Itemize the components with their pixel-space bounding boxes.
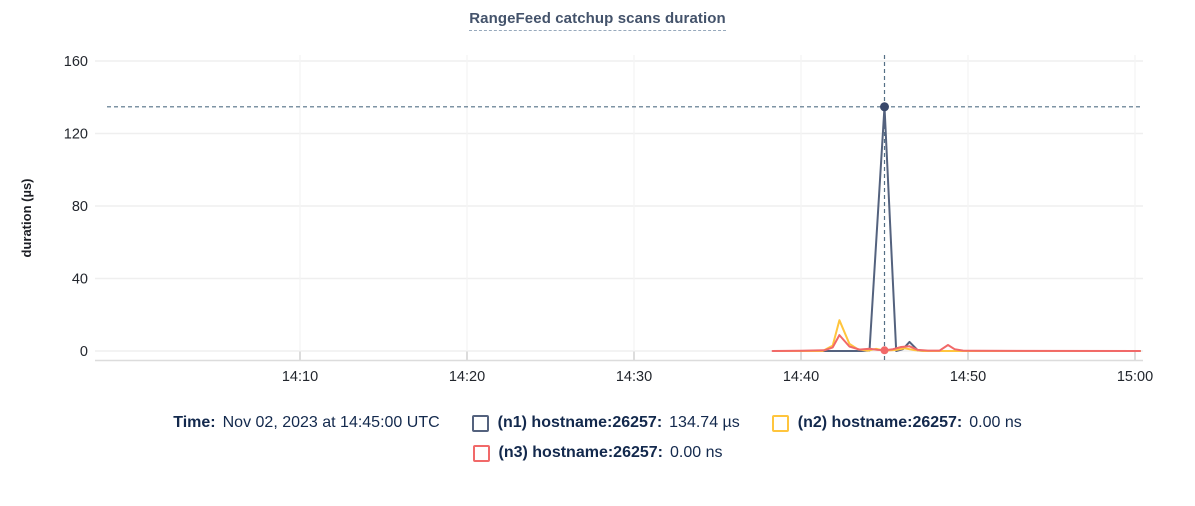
chart-title[interactable]: RangeFeed catchup scans duration — [469, 10, 726, 31]
hover-time: Time: Nov 02, 2023 at 14:45:00 UTC — [173, 414, 439, 432]
n1-series-swatch-icon — [471, 414, 489, 432]
y-tick-label: 120 — [64, 127, 88, 143]
n3-series-swatch-icon — [472, 444, 490, 462]
rangefeed-duration-chart[interactable]: 0 40 80 120 160 14:10 14:20 14:30 14:40 14:50 15:0… — [0, 0, 1195, 400]
time-value: Nov 02, 2023 at 14:45:00 UTC — [222, 414, 440, 431]
y-tick-label: 160 — [64, 54, 88, 70]
y-tick-label: 40 — [72, 272, 88, 288]
x-tick-label: 15:00 — [1117, 369, 1153, 385]
chart-title-row: RangeFeed catchup scans duration — [0, 10, 1195, 31]
legend-row-2: (n3) hostname:26257: 0.00 ns — [0, 444, 1195, 462]
legend-item-value: 0.00 ns — [969, 414, 1022, 431]
hover-dot-n1 — [880, 102, 889, 112]
x-tick-label: 14:50 — [950, 369, 986, 385]
x-tick-label: 14:10 — [282, 369, 318, 385]
hover-legend: Time: Nov 02, 2023 at 14:45:00 UTC (n1) … — [0, 414, 1195, 474]
legend-item-n2: (n2) hostname:26257: 0.00 ns — [771, 414, 1022, 432]
legend-row-1: Time: Nov 02, 2023 at 14:45:00 UTC (n1) … — [0, 414, 1195, 432]
n2-series-swatch-icon — [771, 414, 789, 432]
hover-dot-n3 — [880, 346, 889, 355]
legend-item-n3: (n3) hostname:26257: 0.00 ns — [472, 444, 723, 462]
legend-item-value: 134.74 µs — [669, 414, 740, 431]
time-label: Time: — [173, 414, 216, 431]
legend-item-name: (n2) hostname:26257: — [797, 414, 963, 431]
legend-item-n1: (n1) hostname:26257: 134.74 µs — [471, 414, 740, 432]
series-line-n1 — [773, 105, 1141, 352]
x-tick-label: 14:20 — [449, 369, 485, 385]
legend-item-name: (n1) hostname:26257: — [497, 414, 663, 431]
y-tick-label: 80 — [72, 199, 88, 215]
legend-item-name: (n3) hostname:26257: — [498, 444, 664, 461]
series-line-n2 — [773, 319, 1141, 352]
y-axis-label: duration (µs) — [19, 179, 34, 258]
legend-item-value: 0.00 ns — [670, 444, 723, 461]
x-tick-label: 14:40 — [783, 369, 819, 385]
series-line-n3 — [771, 334, 1141, 352]
x-tick-label: 14:30 — [616, 369, 652, 385]
y-tick-label: 0 — [80, 344, 88, 360]
